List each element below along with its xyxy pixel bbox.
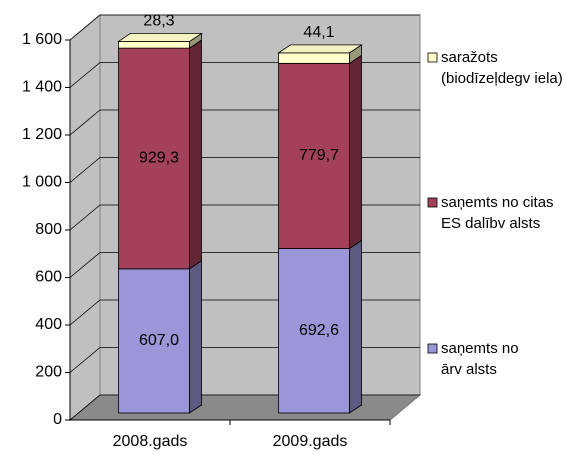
- bar-segment: [278, 62, 350, 249]
- y-tick-label: 200: [35, 364, 62, 381]
- y-tick-label: 1 000: [22, 174, 62, 191]
- value-label: 28,3: [143, 13, 174, 30]
- bar-side: [189, 39, 202, 270]
- bar-side: [349, 239, 362, 414]
- legend-marker: [427, 343, 438, 354]
- bar-segment: [118, 41, 190, 49]
- bar-segment: [118, 47, 190, 270]
- y-tick-label: 0: [53, 411, 62, 428]
- value-label: 692,6: [299, 322, 339, 339]
- value-label: 929,3: [139, 150, 179, 167]
- y-tick-label: 1 400: [22, 79, 62, 96]
- y-tick-label: 400: [35, 316, 62, 333]
- bar-side: [349, 54, 362, 250]
- bar-segment: [278, 52, 350, 64]
- legend-marker: [427, 197, 438, 208]
- x-tick-label: 2009.gads: [273, 433, 348, 450]
- y-tick-label: 600: [35, 269, 62, 286]
- legend-label: saražots (biodīzeļdegv iela): [441, 49, 563, 87]
- legend-marker: [427, 52, 438, 63]
- legend-label: saņemts no ārv alsts: [441, 340, 519, 378]
- bar-segment: [118, 268, 190, 414]
- bar-side: [189, 260, 202, 414]
- value-label: 779,7: [299, 147, 339, 164]
- value-label: 44,1: [303, 24, 334, 41]
- bar-top: [117, 33, 203, 42]
- grid-line: [69, 14, 420, 41]
- bar-segment: [278, 248, 350, 414]
- x-tick-label: 2008.gads: [113, 433, 188, 450]
- value-label: 607,0: [139, 332, 179, 349]
- bar-top: [277, 44, 363, 54]
- legend-label: saņemts no citas ES dalībv alsts: [441, 194, 554, 232]
- y-tick-label: 1 200: [22, 126, 62, 143]
- y-tick-label: 1 600: [22, 31, 62, 48]
- y-tick-label: 800: [35, 221, 62, 238]
